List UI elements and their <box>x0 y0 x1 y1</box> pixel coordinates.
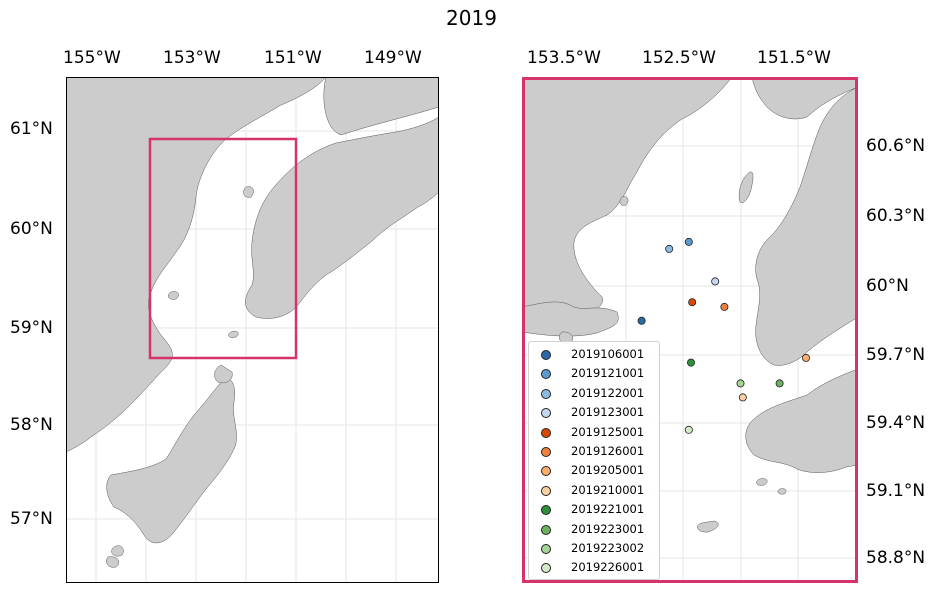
legend-marker <box>541 427 551 438</box>
station-legend: 2019106001 2019121001 2019122001 2019123001… <box>528 341 660 580</box>
legend-item: 2019122001 <box>537 385 657 403</box>
elizabeth-island-land <box>756 478 768 486</box>
station-point-2019223001 <box>775 379 784 388</box>
legend-marker <box>541 447 551 457</box>
left-lon-tick: 151°W <box>264 48 322 68</box>
legend-item: 2019106001 <box>537 346 657 364</box>
kenai-upper-notch-land <box>751 77 858 120</box>
left-lon-tick: 149°W <box>364 48 422 68</box>
station-point-2019226001 <box>684 425 693 434</box>
station-point-2019125001 <box>688 298 697 307</box>
kodiak-island-land <box>106 376 237 544</box>
station-point-2019121001 <box>684 237 693 246</box>
station-point-2019221001 <box>686 358 695 367</box>
right-lon-tick: 151.5°W <box>757 48 831 68</box>
station-point-2019106001 <box>637 316 646 325</box>
right-lat-tick: 59.1°N <box>866 481 926 501</box>
legend-label: 2019122001 <box>571 385 645 400</box>
legend-item: 2019223002 <box>537 540 657 558</box>
right-lat-tick: 60.3°N <box>866 206 926 226</box>
legend-item: 2019226001 <box>537 559 657 577</box>
left-lat-tick: 59°N <box>10 318 53 338</box>
legend-label: 2019223002 <box>571 541 645 555</box>
legend-item: 2019123001 <box>537 404 657 422</box>
kenai-lower-land <box>745 368 858 473</box>
legend-label: 2019126001 <box>571 444 645 458</box>
legend-marker <box>541 350 551 360</box>
left-lat-tick: 58°N <box>10 415 53 435</box>
north-cook-inlet-land <box>323 77 439 136</box>
barren-islands-land <box>697 520 719 533</box>
legend-item: 2019221001 <box>537 501 657 519</box>
legend-label: 2019123001 <box>571 405 645 420</box>
left-lon-tick: 153°W <box>163 48 221 68</box>
legend-marker <box>541 563 551 574</box>
station-point-2019126001 <box>720 302 729 311</box>
legend-label: 2019210001 <box>571 482 645 497</box>
right-lat-tick: 58.8°N <box>866 548 926 568</box>
legend-label: 2019223001 <box>571 521 645 536</box>
small-islet-land <box>777 488 787 495</box>
left-lat-tick: 57°N <box>10 509 53 529</box>
legend-item: 2019205001 <box>537 462 657 480</box>
right-lat-tick: 60.6°N <box>866 136 926 156</box>
right-lon-tick: 153.5°W <box>527 48 601 68</box>
chirikof-island-land <box>106 556 119 568</box>
land <box>522 77 858 533</box>
legend-marker <box>541 408 551 419</box>
land <box>66 77 439 568</box>
legend-item: 2019125001 <box>537 424 657 442</box>
station-point-2019122001 <box>665 244 674 253</box>
augustine-island-land <box>168 291 179 300</box>
afognak-island-land <box>214 364 233 384</box>
station-point-2019223002 <box>736 379 745 388</box>
station-points <box>637 237 810 434</box>
chisik-island-land <box>619 196 629 206</box>
legend-item: 2019223001 <box>537 521 657 539</box>
kalgin-island-land <box>243 186 254 198</box>
legend-marker <box>541 485 551 496</box>
legend-marker <box>541 505 551 516</box>
kalgin-island-land <box>738 171 754 203</box>
legend-label: 2019221001 <box>571 502 645 517</box>
legend-marker <box>541 466 551 477</box>
legend-label: 2019106001 <box>571 347 645 361</box>
legend-label: 2019125001 <box>571 424 645 439</box>
legend-marker <box>541 369 551 380</box>
barren-islands-land <box>228 330 239 338</box>
legend-marker <box>541 544 551 554</box>
legend-item: 2019126001 <box>537 443 657 461</box>
inset-extent-box <box>148 137 298 360</box>
station-point-2019210001 <box>738 393 747 402</box>
overview-map <box>66 77 439 583</box>
station-point-2019205001 <box>801 353 810 362</box>
figure-title: 2019 <box>446 6 497 30</box>
kenai-peninsula-land <box>755 77 858 366</box>
legend-label: 2019121001 <box>571 366 645 381</box>
kenai-peninsula-land <box>245 77 439 319</box>
station-point-2019123001 <box>711 277 720 286</box>
legend-item: 2019210001 <box>537 482 657 500</box>
west-shore-lower-land <box>522 301 619 337</box>
right-lat-tick: 59.4°N <box>866 413 926 433</box>
right-lon-tick: 152.5°W <box>642 48 716 68</box>
legend-marker <box>541 388 551 399</box>
left-lon-tick: 155°W <box>63 48 121 68</box>
legend-marker <box>541 524 551 535</box>
legend-label: 2019226001 <box>571 560 645 575</box>
legend-label: 2019205001 <box>571 463 645 478</box>
left-lat-tick: 61°N <box>10 119 53 139</box>
legend-item: 2019121001 <box>537 365 657 383</box>
left-lat-tick: 60°N <box>10 219 53 239</box>
right-lat-tick: 59.7°N <box>866 345 926 365</box>
trinity-islands-land <box>111 545 124 557</box>
right-lat-tick: 60°N <box>866 276 909 296</box>
